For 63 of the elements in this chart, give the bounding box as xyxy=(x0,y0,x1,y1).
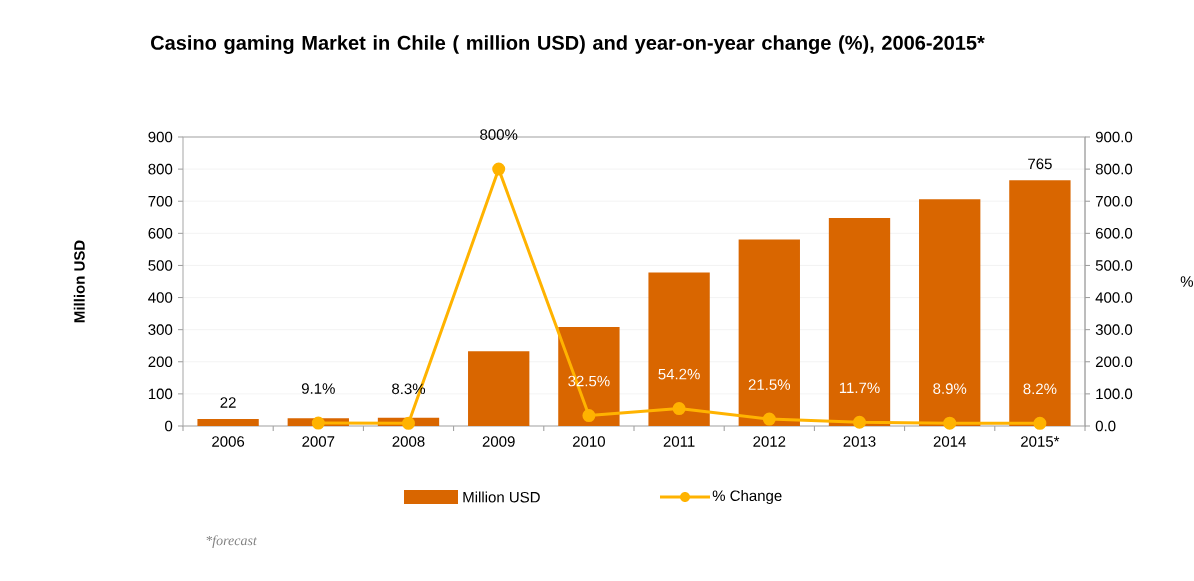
bar xyxy=(738,239,800,426)
y2-tick-label: 800.0 xyxy=(1095,163,1133,175)
text: *forecast xyxy=(206,535,258,549)
data-label: 54.2% xyxy=(658,368,700,380)
point xyxy=(762,412,776,426)
y-tick-label: 100 xyxy=(148,388,173,400)
bar xyxy=(919,199,981,426)
y-tick-label: 200 xyxy=(148,356,173,368)
bar xyxy=(558,327,620,426)
x-tick-label: 2014 xyxy=(933,436,966,447)
y-tick-label: 600 xyxy=(148,228,173,239)
y2-axis-title: % xyxy=(1180,276,1194,287)
data-label: 9.1% xyxy=(301,383,335,394)
point xyxy=(492,162,506,176)
bar xyxy=(197,418,259,426)
x-tick-label: 2011 xyxy=(663,436,695,447)
data-label: 22 xyxy=(220,397,236,408)
y2-tick-label: 400.0 xyxy=(1095,292,1133,303)
legend-label: % Change xyxy=(712,490,782,504)
y2-tick-label: 500.0 xyxy=(1095,260,1133,271)
x-tick-label: 2013 xyxy=(843,436,876,447)
y2-tick-label: 900.0 xyxy=(1095,131,1133,143)
x-tick-label: 2008 xyxy=(392,436,425,447)
point xyxy=(672,402,686,416)
point xyxy=(402,416,416,430)
x-tick-label: 2006 xyxy=(212,436,245,447)
point xyxy=(1033,416,1047,430)
point xyxy=(311,416,325,430)
chart-title: Casino gaming Market in Chile ( million USD) and year-on-year change (%), 2006-2015* xyxy=(151,35,985,54)
y2-tick-label: 700.0 xyxy=(1095,195,1133,207)
y-tick-label: 900 xyxy=(148,131,173,143)
data-label: 11.7% xyxy=(839,382,880,394)
point xyxy=(582,409,596,423)
point xyxy=(853,415,867,429)
bar xyxy=(828,217,891,426)
y2-tick-label: 600.0 xyxy=(1095,228,1133,239)
x-tick-label: 2007 xyxy=(302,436,335,447)
data-label: 800% xyxy=(480,129,518,140)
x-tick-label: 2012 xyxy=(753,436,786,447)
bar xyxy=(468,351,530,426)
y-tick-label: 0 xyxy=(165,420,173,432)
data-label: 765 xyxy=(1028,158,1052,170)
x-tick-label: 2009 xyxy=(482,436,515,447)
y-tick-label: 500 xyxy=(148,260,173,271)
point xyxy=(943,416,957,430)
bar xyxy=(1009,180,1071,426)
y2-tick-label: 100.0 xyxy=(1096,388,1133,400)
data-label: 8.9% xyxy=(933,383,967,394)
x-tick-label: 2010 xyxy=(572,436,605,447)
y-tick-label: 300 xyxy=(148,324,173,335)
data-label: 21.5% xyxy=(748,379,791,390)
y-axis-title: Million USD xyxy=(73,240,85,323)
legend-label: Million USD xyxy=(463,491,540,503)
y2-tick-label: 300.0 xyxy=(1095,324,1133,335)
y-tick-label: 700 xyxy=(148,195,173,207)
x-tick-label: 2015* xyxy=(1021,436,1060,447)
bar xyxy=(648,272,710,426)
data-label: 32.5% xyxy=(568,375,610,387)
data-label: 8.2% xyxy=(1023,383,1057,395)
y-tick-label: 400 xyxy=(148,292,173,303)
y2-tick-label: 200.0 xyxy=(1095,356,1133,368)
y2-tick-label: 0.0 xyxy=(1095,420,1116,432)
y-tick-label: 800 xyxy=(148,163,173,175)
